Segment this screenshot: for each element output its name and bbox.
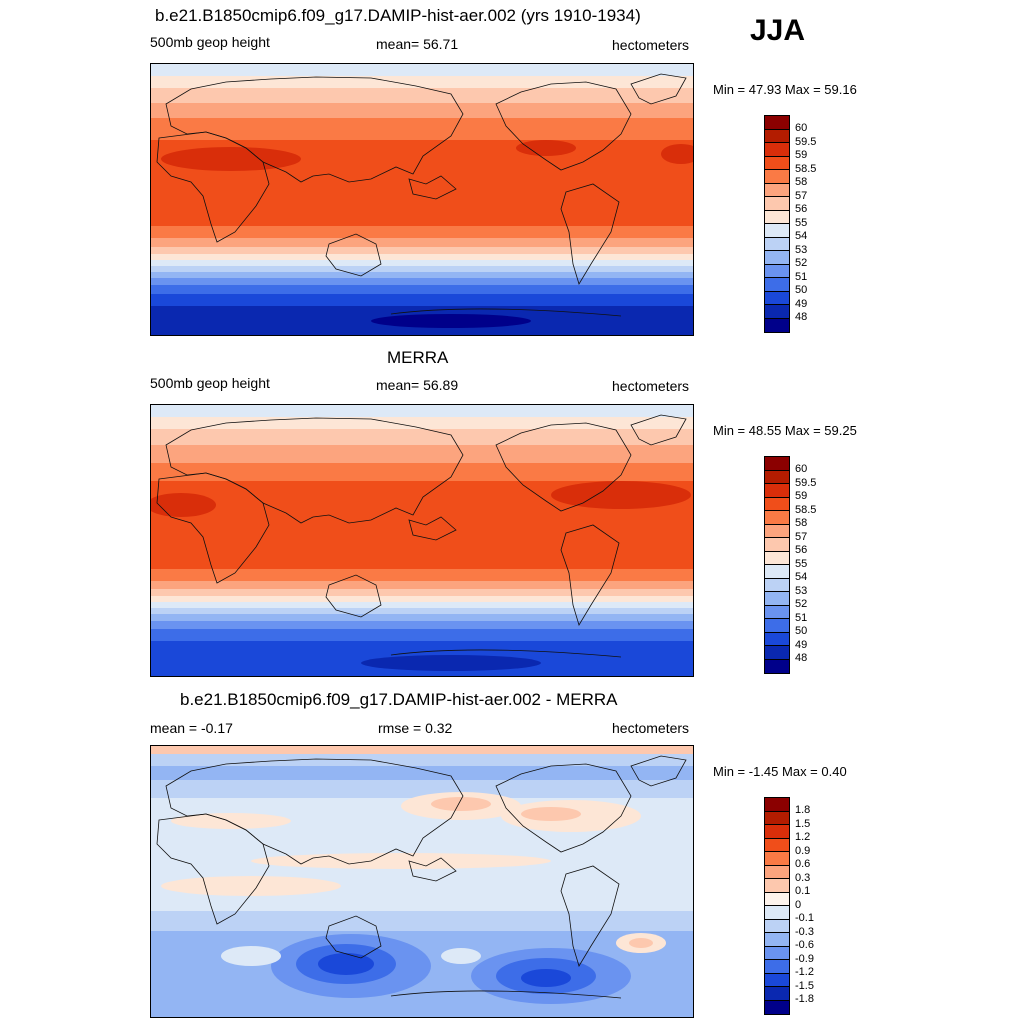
colorbar-tick-label: 50 (795, 625, 808, 637)
panel-2-title: MERRA (387, 348, 449, 367)
colorbar-tick-label: 0.9 (795, 845, 811, 857)
colorbar-tick-label: 59.5 (795, 136, 817, 148)
panel-2-variable-label: 500mb geop height (150, 375, 270, 391)
colorbar-tick-label: 48 (795, 311, 808, 323)
colorbar-tick-label: 55 (795, 217, 808, 229)
colorbar-tick-label: 0.1 (795, 885, 811, 897)
panel-2-mean-label: mean= 56.89 (376, 377, 459, 393)
colorbar-tick-label: -0.9 (795, 953, 814, 965)
colorbar-tick-label: 1.5 (795, 818, 811, 830)
colorbar-tick-label: 60 (795, 463, 808, 475)
colorbar-tick-label: 59 (795, 490, 808, 502)
colorbar-tick-label: 57 (795, 190, 808, 202)
panel-2-colorbar (764, 456, 790, 674)
season-label: JJA (750, 14, 806, 47)
panel-1-colorbar (764, 115, 790, 333)
colorbar-tick-label: -1.5 (795, 980, 814, 992)
colorbar-tick-label: 52 (795, 257, 808, 269)
panel-1-minmax: Min = 47.93 Max = 59.16 (713, 82, 857, 97)
colorbar-tick-label: 1.8 (795, 804, 811, 816)
colorbar-tick-label: 50 (795, 284, 808, 296)
colorbar-tick-label: 54 (795, 571, 808, 583)
colorbar-tick-label: 56 (795, 544, 808, 556)
panel-1-map (150, 63, 694, 336)
panel-1-units-label: hectometers (612, 37, 690, 53)
colorbar-tick-label: 59 (795, 149, 808, 161)
colorbar-tick-label: 0.6 (795, 858, 811, 870)
panel-3-minmax: Min = -1.45 Max = 0.40 (713, 764, 847, 779)
colorbar-tick-label: 48 (795, 652, 808, 664)
colorbar-tick-label: 60 (795, 122, 808, 134)
colorbar-tick-label: 56 (795, 203, 808, 215)
colorbar-tick-label: -0.1 (795, 912, 814, 924)
panel-1-mean-label: mean= 56.71 (376, 36, 459, 52)
colorbar-tick-label: 58 (795, 176, 808, 188)
colorbar-tick-label: 55 (795, 558, 808, 570)
colorbar-tick-label: 1.2 (795, 831, 811, 843)
panel-3-colorbar (764, 797, 790, 1015)
colorbar-tick-label: 49 (795, 639, 808, 651)
colorbar-tick-label: 51 (795, 612, 808, 624)
colorbar-tick-label: 58 (795, 517, 808, 529)
colorbar-tick-label: 52 (795, 598, 808, 610)
panel-1-variable-label: 500mb geop height (150, 34, 270, 50)
colorbar-tick-label: 49 (795, 298, 808, 310)
panel-2-units-label: hectometers (612, 378, 690, 394)
colorbar-tick-label: -1.8 (795, 993, 814, 1005)
panel-2-map (150, 404, 694, 677)
panel-3-rmse-label: rmse = 0.32 (378, 720, 453, 736)
colorbar-tick-label: 54 (795, 230, 808, 242)
colorbar-tick-label: 58.5 (795, 504, 817, 516)
panel-2-minmax: Min = 48.55 Max = 59.25 (713, 423, 857, 438)
colorbar-tick-label: 0 (795, 899, 802, 911)
panel-3-map (150, 745, 694, 1018)
colorbar-tick-label: 57 (795, 531, 808, 543)
colorbar-tick-label: 51 (795, 271, 808, 283)
colorbar-tick-label: -1.2 (795, 966, 814, 978)
colorbar-tick-label: -0.6 (795, 939, 814, 951)
colorbar-tick-label: 0.3 (795, 872, 811, 884)
colorbar-tick-label: 53 (795, 244, 808, 256)
colorbar-tick-label: 59.5 (795, 477, 817, 489)
panel-1-title: b.e21.B1850cmip6.f09_g17.DAMIP-hist-aer.… (155, 6, 641, 25)
colorbar-tick-label: 58.5 (795, 163, 817, 175)
panel-3-title: b.e21.B1850cmip6.f09_g17.DAMIP-hist-aer.… (180, 690, 618, 709)
colorbar-tick-label: 53 (795, 585, 808, 597)
panel-3-mean-label: mean = -0.17 (150, 720, 233, 736)
colorbar-tick-label: -0.3 (795, 926, 814, 938)
panel-3-units-label: hectometers (612, 720, 690, 736)
